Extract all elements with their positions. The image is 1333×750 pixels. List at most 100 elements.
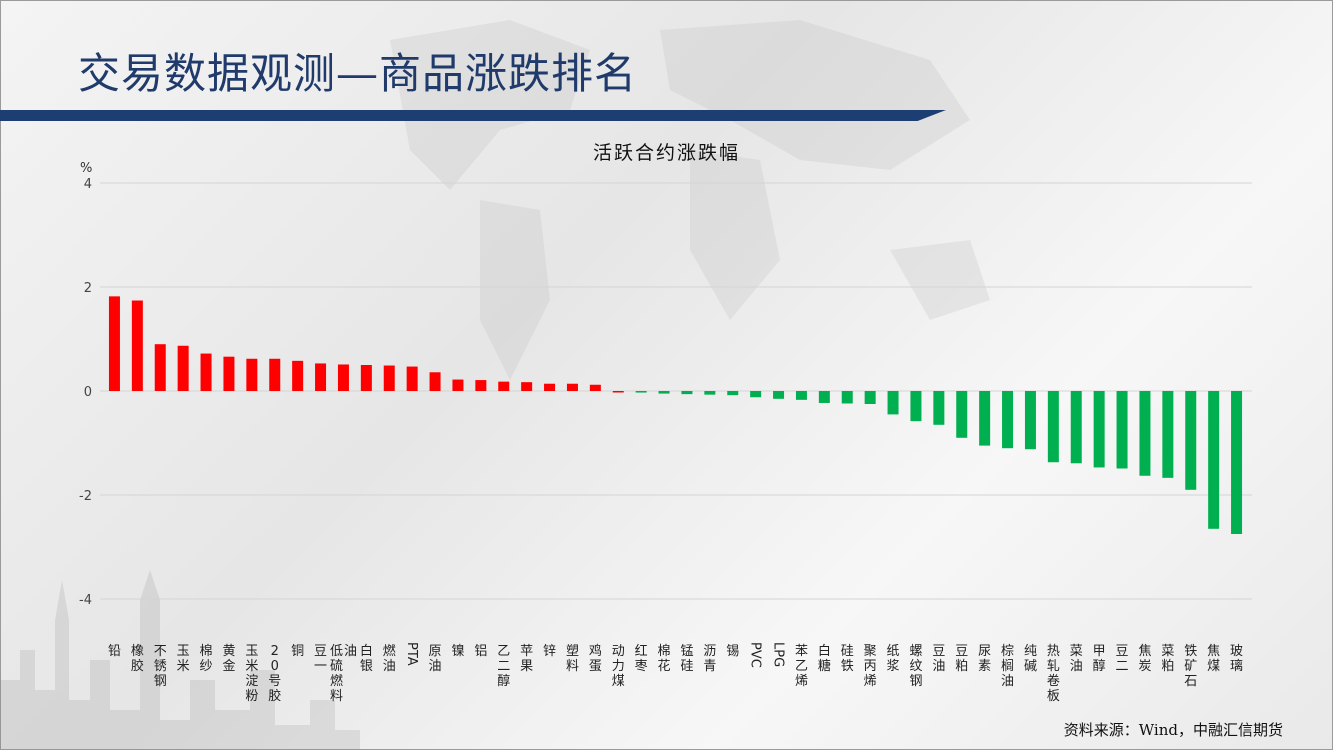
bar [406, 366, 418, 391]
bar [292, 360, 304, 391]
bar [1231, 391, 1243, 534]
bar [864, 391, 876, 404]
y-tick-label: 4 [84, 177, 92, 192]
bar [383, 365, 395, 391]
y-tick-label: -2 [79, 489, 92, 504]
x-tick-label: 低硫燃料油 [330, 644, 357, 704]
x-tick-label: 棉纱 [200, 644, 213, 674]
bar [1047, 391, 1059, 463]
x-tick-label: 菜粕 [1161, 644, 1174, 674]
bar [544, 383, 556, 391]
bar [795, 391, 807, 400]
bar-series [108, 296, 1243, 534]
x-tick-label: 铝 [474, 644, 487, 659]
x-tick-label: 热轧卷板 [1047, 644, 1060, 704]
x-tick-label: LPG [771, 642, 786, 667]
bar [131, 300, 143, 391]
x-tick-label: 甲醇 [1093, 644, 1106, 674]
bar [223, 356, 235, 391]
bar [1139, 391, 1151, 476]
x-tick-label: 锌 [543, 644, 556, 659]
y-tick-label: -4 [79, 593, 92, 608]
x-tick-label: 纯碱 [1024, 644, 1037, 674]
x-tick-label: 铁矿石 [1184, 644, 1197, 689]
x-tick-label: 棉花 [658, 644, 671, 674]
bar [108, 296, 120, 391]
bar [337, 364, 349, 391]
x-tick-label: PTA [404, 642, 419, 666]
bar [521, 382, 533, 391]
bar [1185, 391, 1197, 490]
bar [246, 358, 258, 391]
x-tick-label: 锰硅 [680, 644, 693, 674]
x-tick-label: 橡胶 [131, 644, 144, 674]
bar [1162, 391, 1174, 478]
chart-gridlines [100, 182, 1252, 600]
x-tick-label: 苯乙烯 [795, 644, 808, 689]
bar [887, 391, 899, 415]
chart-title: 活跃合约涨跌幅 [592, 142, 740, 164]
y-tick-label: 2 [84, 281, 92, 296]
y-tick-label: 0 [84, 385, 92, 400]
x-tick-label: 黄金 [222, 644, 235, 674]
bar [841, 391, 853, 404]
x-tick-label: PVC [748, 642, 763, 668]
bar [360, 365, 372, 391]
x-tick-label: 原油 [429, 644, 442, 674]
title-underline-bar [0, 110, 946, 121]
bar [704, 391, 716, 395]
x-tick-label: 苹果 [520, 644, 533, 674]
x-tick-label: 玻璃 [1230, 644, 1243, 674]
bar [1116, 391, 1128, 469]
bar [612, 391, 624, 393]
x-tick-label: 豆油 [932, 644, 945, 674]
bar [956, 391, 968, 438]
x-tick-label: 菜油 [1070, 644, 1083, 674]
x-axis-labels: 铅橡胶不锈钢玉米棉纱黄金玉米淀粉 2 0 号胶铜 豆一低硫燃料油 白银燃油 PTA 原油镍铝乙… [108, 642, 1243, 704]
x-tick-label: 螺纹钢 [909, 644, 922, 689]
x-tick-label: 鸡蛋 [589, 643, 602, 674]
x-tick-label: 燃油 [383, 643, 396, 674]
bar [773, 391, 785, 399]
city-skyline-decoration [0, 570, 360, 750]
bar [681, 391, 693, 395]
x-tick-label: 红枣 [635, 643, 648, 674]
bar [1002, 391, 1014, 449]
y-axis-unit-label: % [80, 161, 92, 176]
x-tick-label: 焦煤 [1207, 644, 1220, 674]
bar [429, 372, 441, 391]
bar [566, 383, 578, 391]
x-tick-label: 铅 [108, 644, 121, 659]
x-tick-label: 硅铁 [841, 644, 854, 674]
x-tick-label: 乙二醇 [497, 644, 510, 689]
bar [498, 381, 510, 391]
x-tick-label: 豆粕 [955, 644, 968, 674]
bar [658, 391, 670, 394]
bar [979, 391, 991, 446]
x-tick-label: 焦炭 [1138, 644, 1151, 674]
x-tick-label: 铜 [291, 644, 304, 659]
x-tick-label: 2 0 号胶 [268, 644, 281, 704]
bar [750, 391, 762, 398]
x-tick-label: 不锈钢 [154, 644, 167, 689]
x-tick-label: 棕榈油 [1001, 644, 1014, 689]
x-tick-label: 纸浆 [887, 644, 900, 674]
bar [933, 391, 945, 425]
bar [635, 391, 647, 393]
bar [727, 391, 739, 396]
x-tick-label: 白糖 [818, 643, 831, 674]
bar [910, 391, 922, 422]
slide-title: 交易数据观测—商品涨跌排名 [78, 49, 638, 98]
bar [269, 358, 281, 391]
bar [452, 379, 464, 391]
x-tick-label: 塑料 [566, 644, 579, 674]
bar [177, 345, 189, 391]
bar [200, 353, 212, 391]
bar [315, 363, 327, 391]
bar [154, 344, 166, 391]
x-tick-label: 沥青 [703, 644, 716, 674]
bar [1208, 391, 1220, 529]
x-tick-label: 聚丙烯 [864, 644, 877, 689]
bar [818, 391, 830, 403]
